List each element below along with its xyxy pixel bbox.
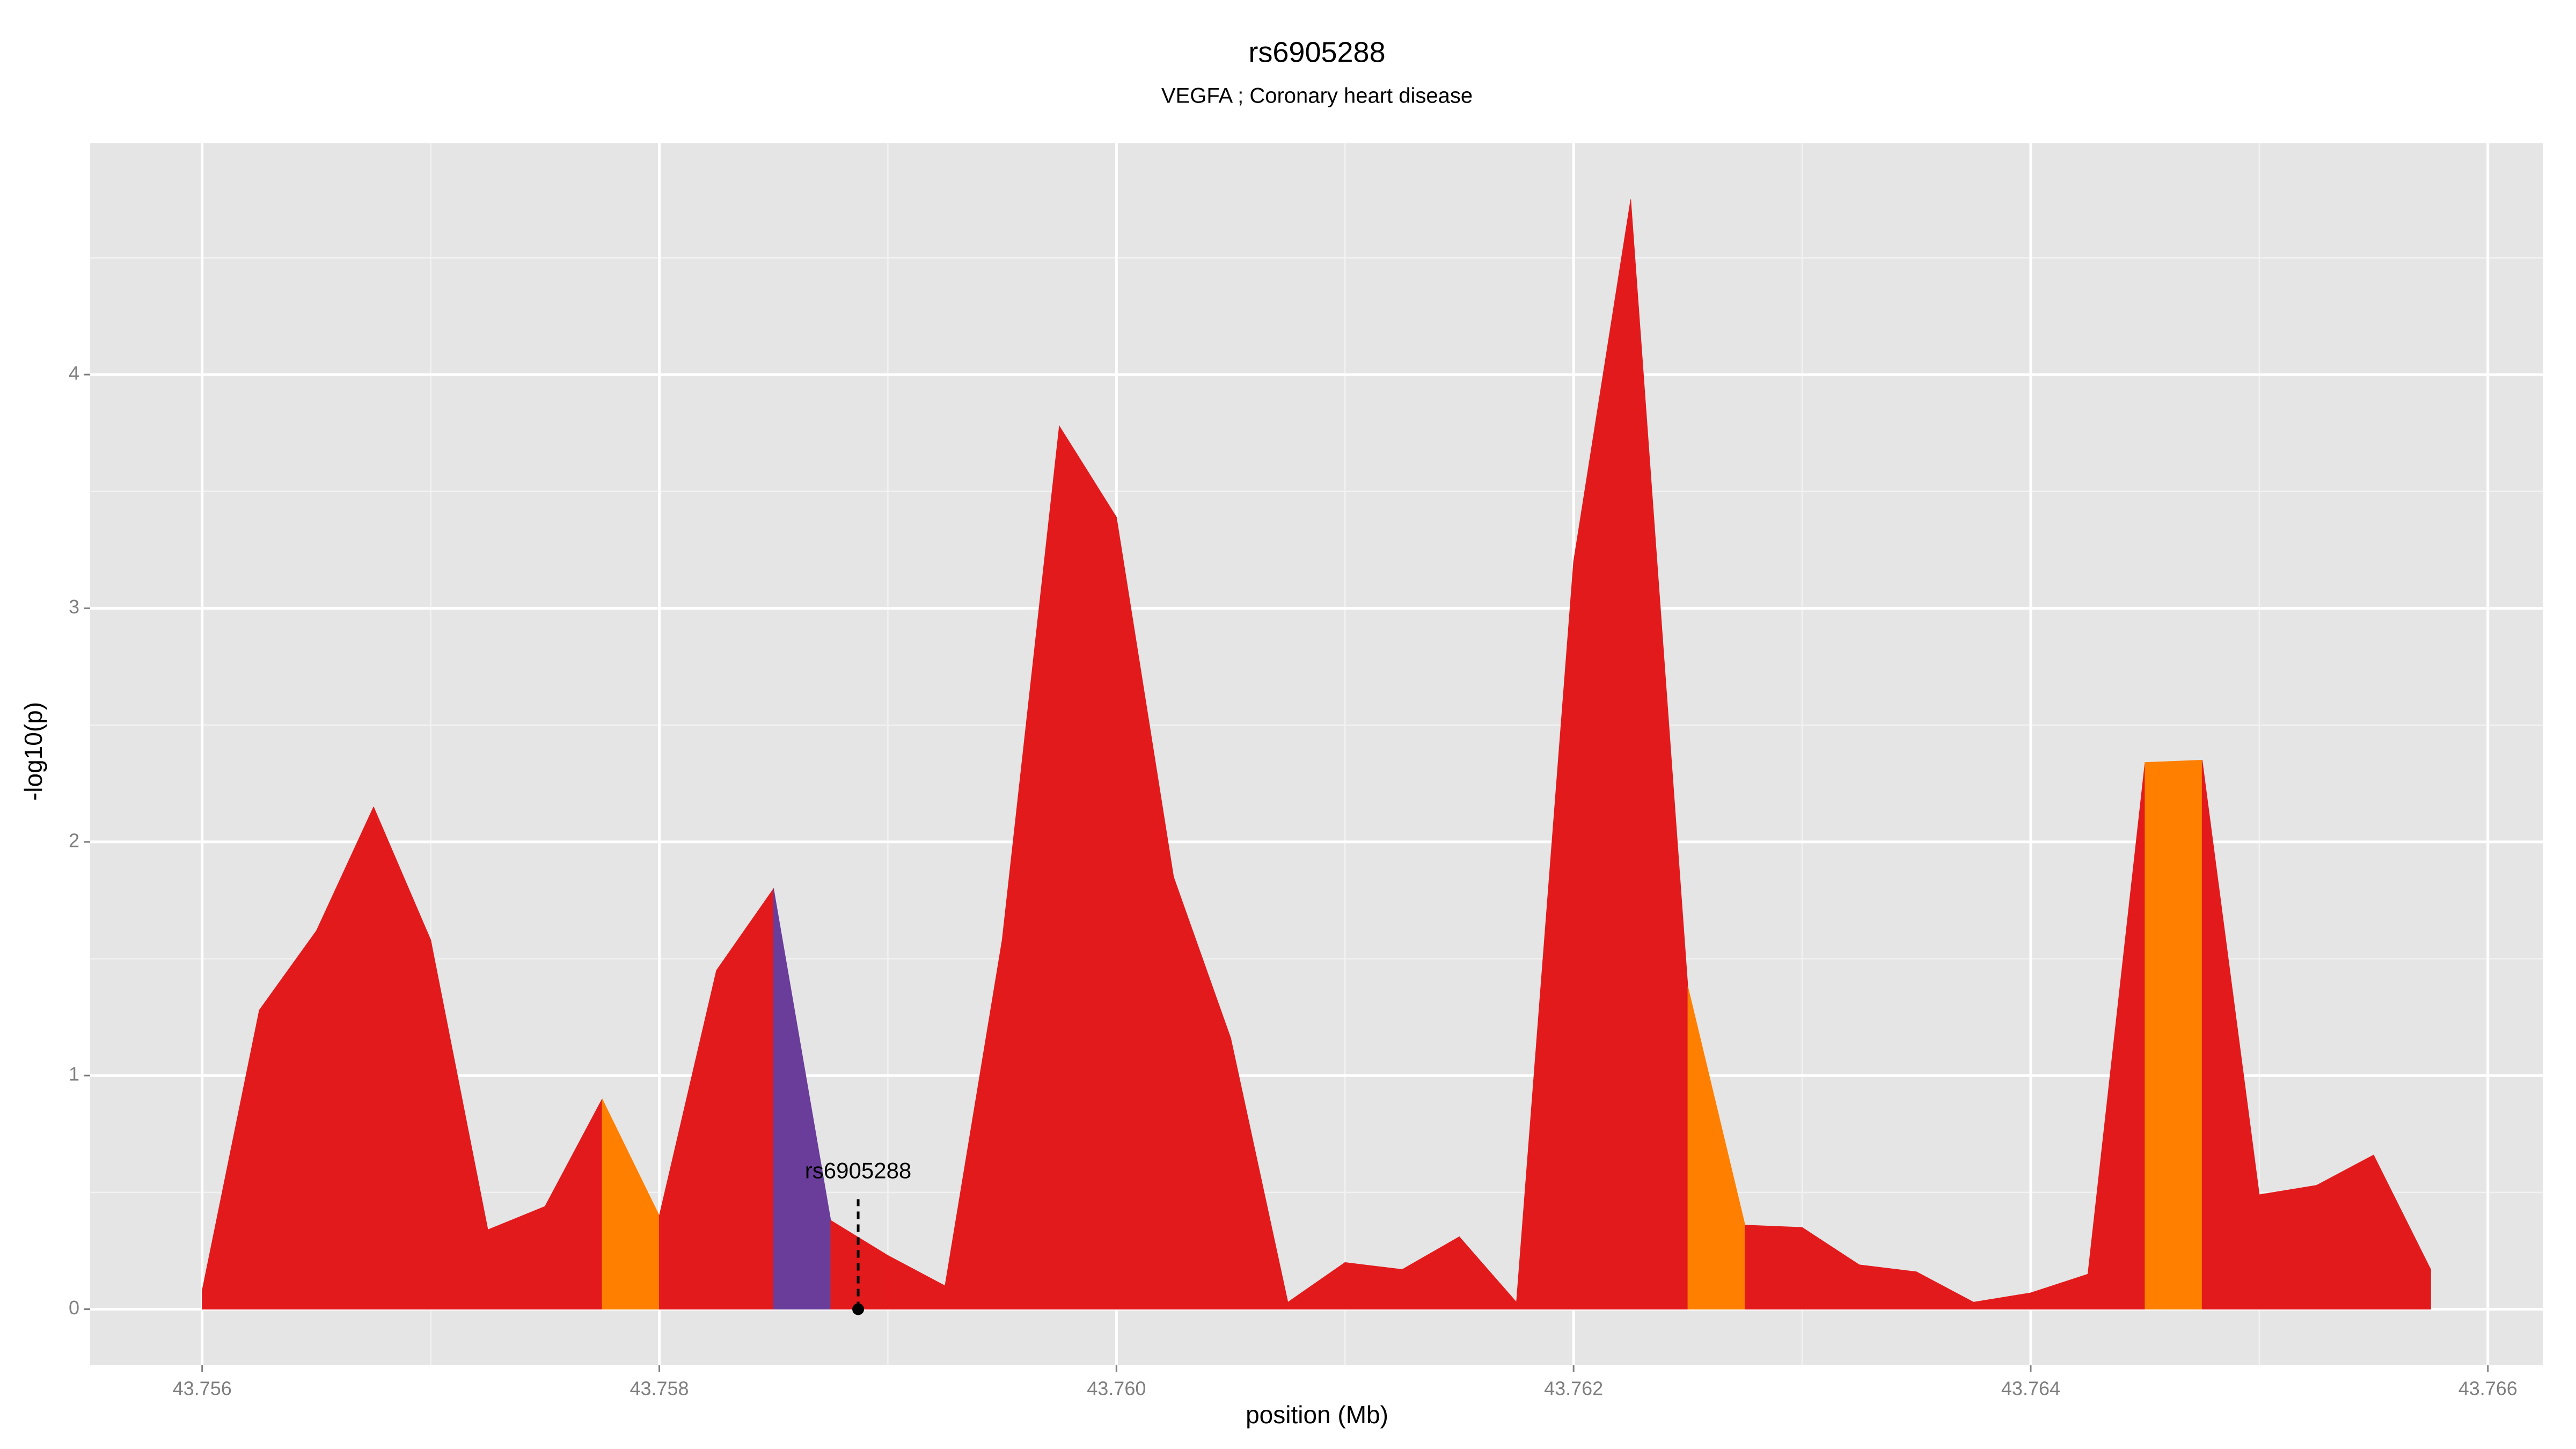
y-tick-label: 3 [69,596,79,618]
annotation-label: rs6905288 [805,1158,912,1183]
x-axis-title: position (Mb) [1246,1401,1388,1429]
area-segment [1344,1262,1403,1310]
x-tick-label: 43.766 [2458,1378,2518,1400]
y-tick-label: 0 [69,1297,79,1319]
y-tick-label: 4 [69,362,79,384]
area-segment [2259,1185,2317,1310]
area-segment [1745,1225,1803,1310]
y-tick-label: 1 [69,1063,79,1085]
area-segment [1059,425,1117,1310]
y-tick-label: 2 [69,829,79,851]
x-tick-label: 43.758 [630,1378,689,1400]
x-tick-label: 43.760 [1087,1378,1146,1400]
x-tick-label: 43.756 [173,1378,232,1400]
x-tick-label: 43.762 [1544,1378,1603,1400]
x-tick-label: 43.764 [2001,1378,2060,1400]
chart-subtitle: VEGFA ; Coronary heart disease [1161,84,1473,108]
area-segment [1859,1264,1917,1310]
annotation-point [852,1303,865,1315]
chart-title: rs6905288 [1248,36,1385,68]
area-segment [2373,1154,2431,1310]
y-axis-title: -log10(p) [19,702,47,801]
area-segment [2145,759,2202,1310]
